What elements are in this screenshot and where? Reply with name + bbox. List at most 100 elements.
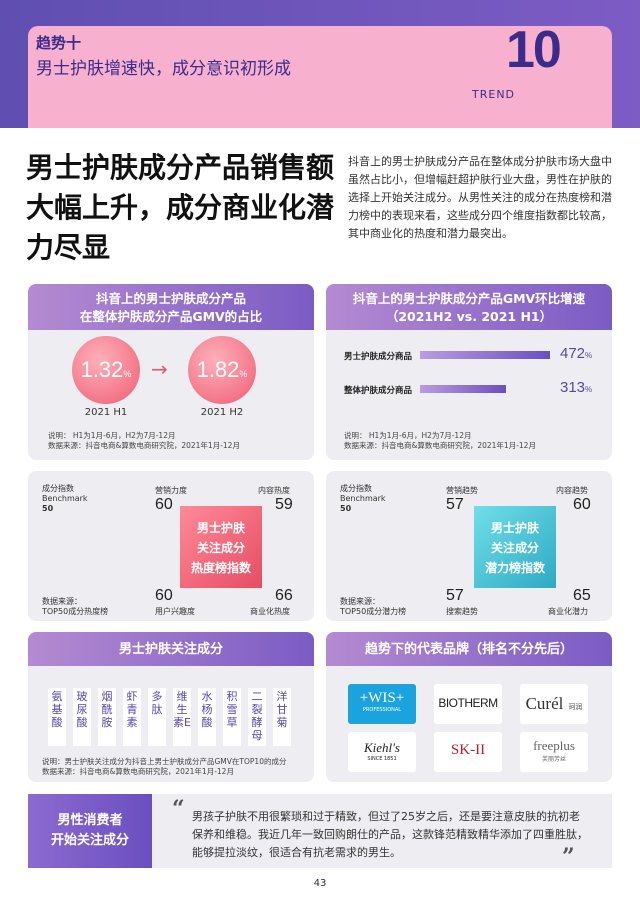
- brand-logo-freeplus: freeplus 芙丽芳丝: [520, 732, 588, 772]
- share-h1-unit: %: [123, 369, 132, 379]
- growth-note-2: 数据来源：抖音电商&算数电商研究院，2021年1月-12月: [344, 441, 536, 450]
- bar-men: [420, 351, 550, 359]
- heat-br-label: 商业化热度: [250, 607, 290, 616]
- intro-paragraph: 抖音上的男士护肤成分产品在整体成分护肤市场大盘中虽然占比小，但增幅赶超护肤行业大…: [348, 155, 612, 240]
- brand-freeplus-cn: 芙丽芳丝: [541, 756, 566, 763]
- bar-all: [420, 385, 507, 393]
- quote-label-line2: 开始关注成分: [50, 833, 129, 848]
- brand-curel-name: Curél: [525, 694, 564, 713]
- heat-tl-value: 60: [155, 496, 173, 513]
- quote-label-line1: 男性消费者: [57, 813, 123, 828]
- heat-index-box: 男士护肤 关注成分 热度榜指数: [180, 506, 262, 588]
- share-card-title-line2: 在整体护肤成分产品GMV的占比: [79, 309, 263, 324]
- trend-label: 趋势十: [36, 34, 82, 52]
- heat-box-line2: 关注成分: [196, 541, 245, 555]
- open-quote-icon: “: [172, 796, 185, 822]
- share-h2-value: 1.82: [196, 357, 240, 382]
- bar-value-all: 313%: [560, 379, 592, 396]
- brand-skii-name: SK-II: [450, 742, 486, 758]
- quote-label: 男性消费者 开始关注成分: [28, 794, 152, 868]
- trend-title: 男士护肤增速快，成分意识初形成: [36, 59, 291, 79]
- ingredient-item: 氨基酸: [48, 688, 66, 746]
- ingredient-item: 多肽: [148, 688, 166, 746]
- ingredients-card-title: 男士护肤关注成分: [118, 642, 223, 657]
- brand-wis-name: +WIS+: [359, 690, 405, 706]
- potential-bl-value: 57: [446, 587, 464, 604]
- potential-box-line1: 男士护肤: [490, 521, 539, 535]
- share-h1-circle: 1.32%: [72, 336, 140, 404]
- brand-logo-wis: +WIS+ PROFESSIONAL: [348, 684, 416, 724]
- ingredients-card: 男士护肤关注成分: [28, 632, 314, 782]
- heat-bl-value: 60: [155, 587, 173, 604]
- potential-index-card: [326, 471, 612, 621]
- bar-value-men-unit: %: [585, 351, 593, 360]
- heat-bl-label: 用户兴趣度: [155, 607, 195, 616]
- heat-br-value: 66: [275, 587, 293, 604]
- brand-logo-curel: Curél 珂润: [520, 684, 588, 724]
- arrow-right-icon: →: [151, 357, 168, 381]
- ingredient-item: 洋甘菊: [273, 688, 291, 746]
- share-h2-unit: %: [239, 369, 248, 379]
- ingredients-card-header: 男士护肤关注成分: [28, 632, 314, 666]
- growth-note-1: 说明： H1为1月-6月，H2为7月-12月: [344, 431, 472, 440]
- brand-logo-biotherm: BIOTHERM: [434, 684, 502, 724]
- brand-logo-skii: SK-II: [434, 732, 502, 772]
- heat-benchmark-label-2: Benchmark: [42, 494, 88, 503]
- growth-card-title-line2: （2021H2 vs. 2021 H1）: [385, 309, 553, 324]
- share-note-2: 数据来源：抖音电商&算数电商研究院，2021年1月-12月: [48, 441, 240, 450]
- potential-bl-label: 搜索趋势: [446, 607, 478, 616]
- ingredients-note-2: 数据来源：抖音电商&算数电商研究院，2021年1月-12月: [42, 767, 234, 776]
- bar-value-all-unit: %: [585, 385, 593, 394]
- heat-tr-label: 内容热度: [258, 486, 290, 495]
- heat-source-1: 数据来源：: [42, 597, 82, 606]
- ingredient-item: 二裂酵母: [248, 688, 266, 746]
- potential-tl-value: 57: [446, 496, 464, 513]
- share-h2-label: 2021 H2: [200, 407, 244, 418]
- share-card-header: 抖音上的男士护肤成分产品 在整体护肤成分产品GMV的占比: [28, 284, 314, 330]
- heat-benchmark-value: 50: [42, 504, 54, 513]
- potential-benchmark-label-2: Benchmark: [340, 494, 386, 503]
- potential-index-box: 男士护肤 关注成分 潜力榜指数: [474, 506, 556, 588]
- potential-source-2: TOP50成分潜力榜: [340, 607, 407, 616]
- brand-freeplus-name: freeplus: [533, 738, 575, 753]
- share-note-1: 说明： H1为1月-6月，H2为7月-12月: [48, 431, 176, 440]
- share-h1-label: 2021 H1: [84, 407, 128, 418]
- ingredient-item: 虾青素: [123, 688, 141, 746]
- bar-value-men: 472%: [560, 345, 592, 362]
- bar-label-all: 整体护肤成分商品: [344, 386, 413, 396]
- potential-box-line2: 关注成分: [490, 541, 539, 555]
- potential-source-1: 数据来源：: [340, 597, 380, 606]
- bar-value-all-number: 313: [560, 379, 586, 396]
- brand-kiehls-name: Kiehl's: [363, 740, 400, 755]
- potential-benchmark-label-1: 成分指数: [340, 484, 372, 493]
- share-h2-circle: 1.82%: [188, 336, 256, 404]
- bar-label-men: 男士护肤成分商品: [344, 352, 413, 362]
- ingredient-item: 烟酰胺: [98, 688, 116, 746]
- brand-kiehls-sub: SINCE 1851: [367, 756, 397, 762]
- heat-box-line3: 热度榜指数: [190, 561, 251, 575]
- ingredient-item: 积雪草: [223, 688, 241, 746]
- heat-benchmark-label-1: 成分指数: [42, 484, 74, 493]
- heat-tr-value: 59: [275, 496, 293, 513]
- header-card: [28, 26, 612, 128]
- potential-tl-label: 营销趋势: [446, 486, 478, 495]
- potential-tr-label: 内容趋势: [556, 486, 588, 495]
- quote-text: 男孩子护肤不用很繁琐和过于精致，但过了25岁之后，还是要注意皮肤的抗初老保养和维…: [192, 810, 588, 859]
- ingredients-note-1: 说明：男士护肤关注成分为抖音上男士护肤成分产品GMV在TOP10的成分: [42, 757, 287, 766]
- brands-card-header: 趋势下的代表品牌（排名不分先后）: [326, 632, 612, 666]
- brands-card-title: 趋势下的代表品牌（排名不分先后）: [364, 642, 573, 657]
- growth-card-header: 抖音上的男士护肤成分产品GMV环比增速 （2021H2 vs. 2021 H1）: [326, 284, 612, 330]
- potential-br-label: 商业化潜力: [548, 607, 588, 616]
- share-card-title-line1: 抖音上的男士护肤成分产品: [95, 291, 246, 306]
- growth-card: 抖音上的男士护肤成分产品GMV环比增速 （2021H2 vs. 2021 H1）: [326, 284, 612, 460]
- potential-box-line3: 潜力榜指数: [484, 561, 545, 575]
- ingredient-item: 维生素E: [173, 688, 191, 746]
- heat-source-2: TOP50成分热度榜: [42, 607, 109, 616]
- potential-br-value: 65: [573, 587, 591, 604]
- potential-benchmark-value: 50: [340, 504, 352, 513]
- brand-wis-sub: PROFESSIONAL: [362, 707, 402, 713]
- page-number: 43: [313, 878, 327, 889]
- heat-tl-label: 营销力度: [155, 486, 187, 495]
- page-title: 男士护肤成分产品销售额大幅上升，成分商业化潜力尽显: [26, 151, 335, 264]
- heat-box-line1: 男士护肤: [196, 521, 245, 535]
